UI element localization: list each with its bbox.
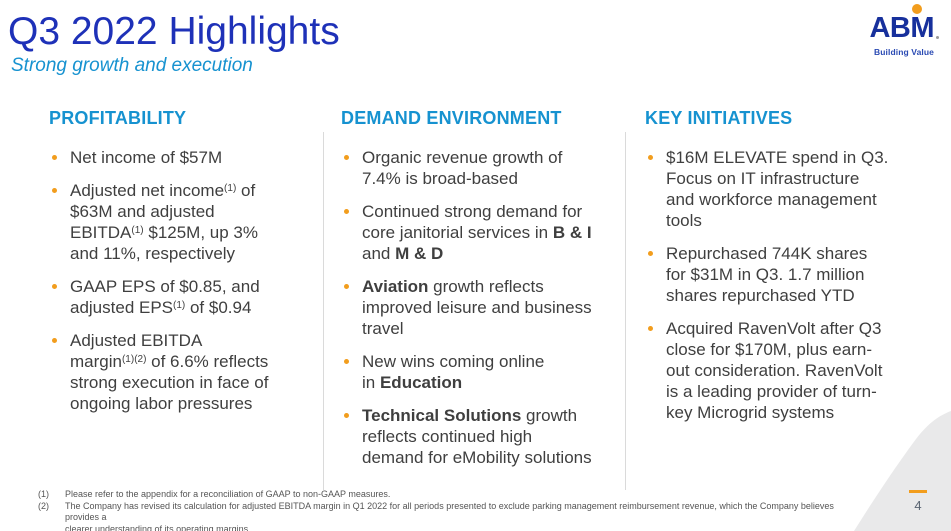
- bullet-icon: [344, 413, 349, 418]
- bullet-item: New wins coming online in Education: [341, 351, 605, 393]
- bullet-icon: [648, 326, 653, 331]
- bullet-item: Net income of $57M: [49, 147, 301, 168]
- footnote-text: The Company has revised its calculation …: [65, 500, 834, 531]
- bullet-icon: [648, 251, 653, 256]
- logo-text: ABM: [862, 4, 939, 45]
- bullet-list: $16M ELEVATE spend in Q3. Focus on IT in…: [645, 147, 919, 423]
- bullet-icon: [648, 155, 653, 160]
- bullet-item: Aviation growth reflects improved leisur…: [341, 276, 605, 339]
- bullet-text: Repurchased 744K shares for $31M in Q3. …: [666, 244, 868, 305]
- footnote-item: (2) The Company has revised its calculati…: [38, 501, 850, 531]
- bullet-icon: [52, 338, 57, 343]
- column-header: DEMAND ENVIRONMENT: [341, 108, 562, 128]
- bullet-text: Adjusted EBITDA margin(1)(2) of 6.6% ref…: [70, 331, 269, 413]
- bullet-list: Organic revenue growth of 7.4% is broad-…: [341, 147, 605, 468]
- bullet-list: Net income of $57M Adjusted net income(1)…: [49, 147, 301, 414]
- bullet-text: Continued strong demand for core janitor…: [362, 202, 592, 263]
- column-key-initiatives: KEY INITIATIVES $16M ELEVATE spend in Q3…: [645, 107, 919, 435]
- bullet-text: GAAP EPS of $0.85, and adjusted EPS(1) o…: [70, 277, 260, 317]
- column-profitability: PROFITABILITY Net income of $57M Adjusted…: [49, 107, 301, 426]
- bullet-icon: [344, 155, 349, 160]
- bullet-text: Adjusted net income(1) of $63M and adjus…: [70, 181, 258, 263]
- bullet-icon: [52, 284, 57, 289]
- bullet-text: New wins coming online in Education: [362, 352, 545, 392]
- footnote-item: (1) Please refer to the appendix for a re…: [38, 489, 850, 501]
- abm-logo: ABM Building Value: [862, 4, 939, 57]
- logo-tagline: Building Value: [874, 46, 934, 57]
- bullet-item: Continued strong demand for core janitor…: [341, 201, 605, 264]
- bullet-icon: [52, 155, 57, 160]
- bullet-text: Organic revenue growth of 7.4% is broad-…: [362, 148, 563, 188]
- footnote-text: Please refer to the appendix for a recon…: [65, 489, 391, 499]
- column-demand-environment: DEMAND ENVIRONMENT Organic revenue growt…: [341, 107, 605, 480]
- footnote-number: (2): [38, 500, 49, 511]
- page-number-block: 4: [904, 490, 932, 515]
- bullet-text: Acquired RavenVolt after Q3 close for $1…: [666, 319, 883, 422]
- corner-swoosh-decoration: [854, 411, 951, 531]
- page-subtitle: Strong growth and execution: [11, 55, 253, 76]
- bullet-text: Technical Solutions growth reflects cont…: [362, 406, 592, 467]
- bullet-item: $16M ELEVATE spend in Q3. Focus on IT in…: [645, 147, 919, 231]
- column-header: KEY INITIATIVES: [645, 108, 793, 128]
- footnote-number: (1): [38, 489, 49, 499]
- bullet-text: Aviation growth reflects improved leisur…: [362, 277, 592, 338]
- page-number-dash-icon: [909, 490, 927, 493]
- page-number: 4: [914, 498, 922, 513]
- bullet-icon: [344, 209, 349, 214]
- bullet-item: Adjusted net income(1) of $63M and adjus…: [49, 180, 301, 264]
- bullet-icon: [52, 188, 57, 193]
- column-divider: [323, 132, 324, 490]
- bullet-item: Organic revenue growth of 7.4% is broad-…: [341, 147, 605, 189]
- bullet-icon: [344, 359, 349, 364]
- bullet-item: Repurchased 744K shares for $31M in Q3. …: [645, 243, 919, 306]
- column-header: PROFITABILITY: [49, 108, 187, 128]
- bullet-icon: [344, 284, 349, 289]
- bullet-item: Technical Solutions growth reflects cont…: [341, 405, 605, 468]
- logo-registered-mark-icon: [936, 35, 939, 39]
- logo-dot-icon: [912, 4, 922, 14]
- bullet-text: $16M ELEVATE spend in Q3. Focus on IT in…: [666, 148, 889, 230]
- footnotes: (1) Please refer to the appendix for a re…: [38, 489, 850, 531]
- bullet-item: GAAP EPS of $0.85, and adjusted EPS(1) o…: [49, 276, 301, 318]
- column-divider: [625, 132, 626, 490]
- bullet-item: Adjusted EBITDA margin(1)(2) of 6.6% ref…: [49, 330, 301, 414]
- bullet-item: Acquired RavenVolt after Q3 close for $1…: [645, 318, 919, 423]
- bullet-text: Net income of $57M: [70, 148, 223, 167]
- page-title: Q3 2022 Highlights: [8, 10, 340, 53]
